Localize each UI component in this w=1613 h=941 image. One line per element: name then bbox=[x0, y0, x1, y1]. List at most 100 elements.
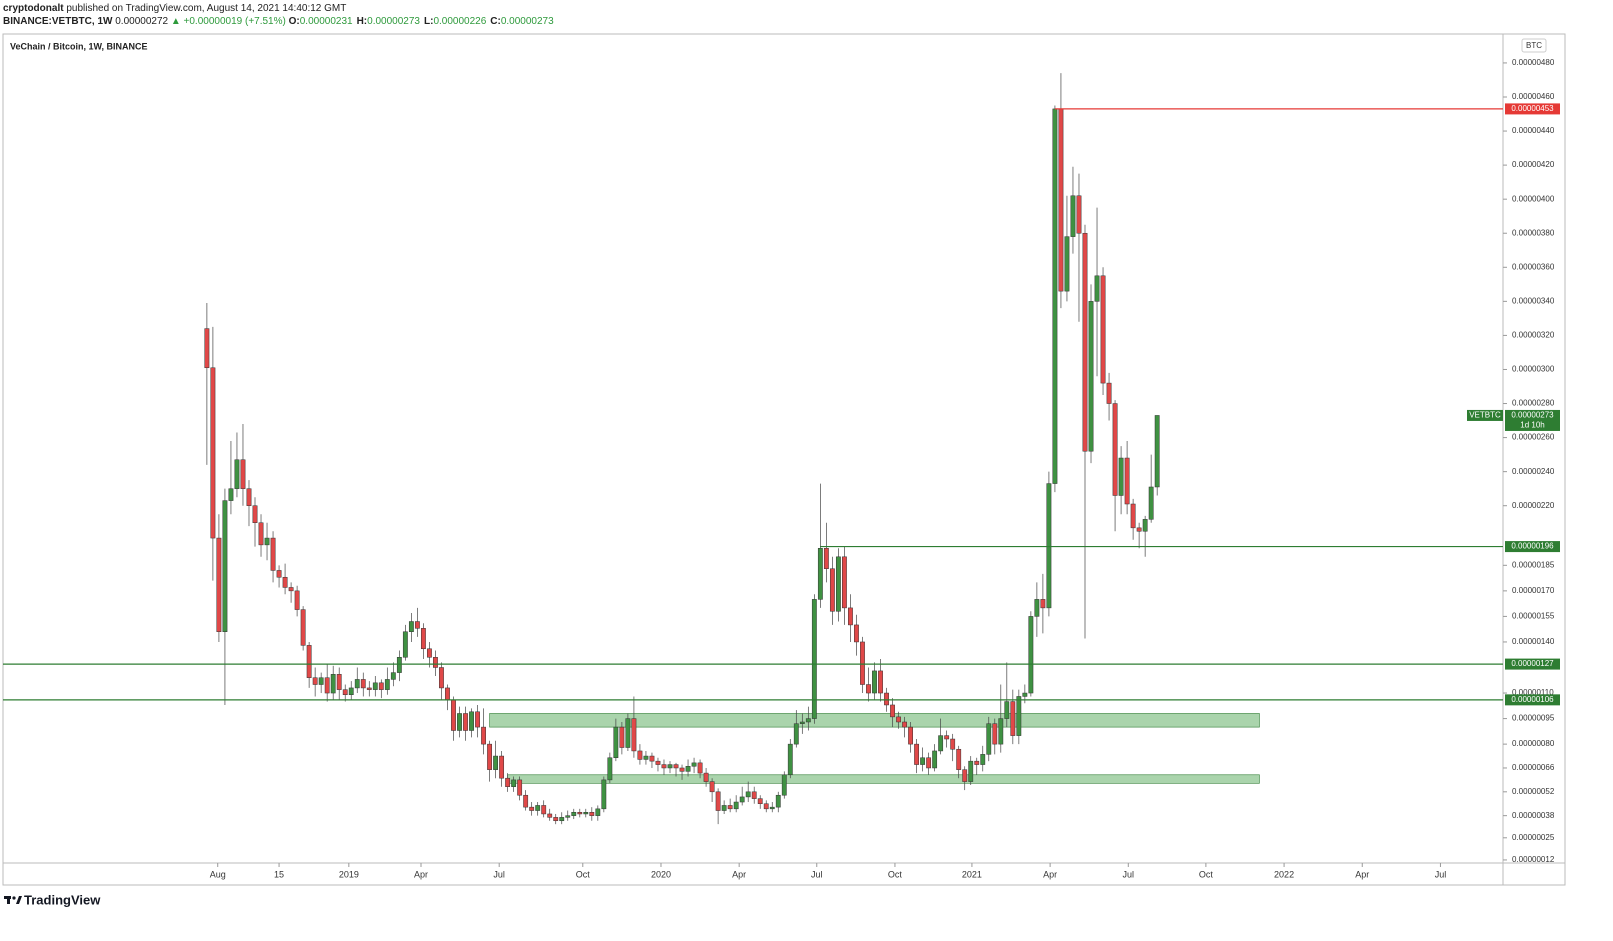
candle-body bbox=[312, 677, 318, 685]
candle-body bbox=[835, 556, 841, 612]
zone bbox=[489, 713, 1260, 728]
price-tag-countdown: 1d 10h bbox=[1520, 421, 1544, 430]
candle-body bbox=[252, 505, 258, 523]
candle-body bbox=[324, 677, 330, 694]
y-tick-label: 0.00000220 bbox=[1512, 501, 1555, 510]
level-label: 0.00000106 bbox=[1511, 695, 1554, 704]
candle-body bbox=[727, 805, 733, 810]
logo-text: TradingView bbox=[24, 892, 101, 907]
change: ▲ +0.00000019 (+7.51%) bbox=[170, 16, 286, 27]
candle-body bbox=[366, 687, 372, 690]
candle-body bbox=[529, 806, 535, 811]
y-tick-label: 0.00000066 bbox=[1512, 763, 1555, 772]
candle-body bbox=[1034, 599, 1040, 617]
candle-body bbox=[890, 704, 895, 718]
candle-body bbox=[523, 794, 529, 808]
level-label: 0.00000453 bbox=[1511, 104, 1554, 113]
candle-body bbox=[926, 757, 932, 769]
candle-body bbox=[884, 692, 889, 706]
candle-body bbox=[517, 779, 523, 796]
x-tick-label: 15 bbox=[274, 869, 284, 879]
y-tick-label: 0.00000110 bbox=[1512, 688, 1554, 697]
candle-body bbox=[944, 735, 950, 740]
logo-mark bbox=[7, 896, 10, 904]
y-tick-label: 0.00000052 bbox=[1512, 787, 1555, 796]
candle-body bbox=[294, 590, 300, 610]
candle-body bbox=[390, 672, 396, 680]
author: cryptodonalt bbox=[3, 3, 64, 14]
candle-body bbox=[475, 711, 480, 728]
candle-body bbox=[1112, 403, 1118, 496]
candle-body bbox=[1016, 696, 1022, 736]
candle-body bbox=[968, 760, 974, 782]
x-tick-label: Jul bbox=[1123, 869, 1135, 879]
x-tick-label: 2020 bbox=[651, 869, 671, 879]
currency-box bbox=[1521, 38, 1547, 53]
candle-body bbox=[799, 721, 805, 724]
candle-body bbox=[956, 748, 962, 770]
candle-body bbox=[908, 726, 913, 745]
candle-body bbox=[396, 657, 402, 673]
last: 0.00000272 bbox=[115, 16, 169, 27]
candle-body bbox=[661, 764, 667, 769]
candle-body bbox=[619, 726, 625, 748]
candle-body bbox=[914, 743, 920, 765]
candle-body bbox=[1118, 457, 1124, 496]
candle-body bbox=[1040, 599, 1046, 609]
candle-body bbox=[1070, 195, 1076, 237]
y-tick-label: 0.00000185 bbox=[1512, 560, 1555, 569]
ohlc-value: 0.00000273 bbox=[367, 16, 420, 27]
candle-body bbox=[854, 624, 859, 643]
candle-body bbox=[246, 488, 252, 506]
y-tick-label: 0.00000380 bbox=[1512, 228, 1555, 237]
candle-body bbox=[938, 735, 944, 752]
candle-body bbox=[463, 713, 468, 731]
candle-body bbox=[998, 718, 1004, 745]
candle-body bbox=[258, 522, 264, 546]
candle-body bbox=[757, 798, 763, 804]
candle-body bbox=[878, 670, 883, 694]
candle-body bbox=[763, 803, 769, 810]
y-tick-label: 0.00000095 bbox=[1512, 714, 1555, 723]
logo-mark bbox=[12, 896, 16, 900]
candle-body bbox=[811, 599, 817, 719]
candle-body bbox=[805, 718, 811, 723]
candle-body bbox=[565, 815, 571, 818]
candle-body bbox=[631, 718, 637, 752]
y-tick-label: 0.00000320 bbox=[1512, 331, 1555, 340]
candle-body bbox=[1154, 415, 1160, 488]
candle-body bbox=[222, 500, 228, 632]
x-tick-label: Oct bbox=[576, 869, 591, 879]
candle-body bbox=[282, 576, 288, 588]
candle-body bbox=[439, 667, 444, 689]
candle-body bbox=[228, 488, 234, 501]
candle-body bbox=[823, 548, 829, 569]
candle-body bbox=[342, 689, 348, 695]
y-tick-label: 0.00000280 bbox=[1512, 399, 1555, 408]
candle-body bbox=[505, 777, 511, 787]
price-tag-symbol-box bbox=[1467, 409, 1503, 421]
x-tick-label: Aug bbox=[210, 869, 226, 879]
level-tag bbox=[1505, 541, 1560, 553]
candle-body bbox=[643, 755, 649, 760]
candle-body bbox=[354, 679, 360, 689]
candle-body bbox=[829, 568, 835, 612]
candle-body bbox=[781, 774, 787, 796]
frame bbox=[2, 33, 1566, 886]
level-label: 0.00000196 bbox=[1511, 542, 1554, 551]
candle-body bbox=[655, 760, 661, 765]
candle-body bbox=[860, 641, 865, 685]
candle-body bbox=[559, 817, 565, 822]
candle-body bbox=[974, 760, 980, 765]
candle-body bbox=[535, 805, 541, 811]
candle-body bbox=[703, 772, 709, 782]
candle-body bbox=[601, 779, 607, 810]
candle-body bbox=[372, 682, 378, 690]
candle-body bbox=[433, 657, 438, 668]
publish-line: cryptodonalt published on TradingView.co… bbox=[3, 2, 558, 15]
published: published on TradingView.com, August 14,… bbox=[66, 3, 347, 14]
y-tick-label: 0.00000460 bbox=[1512, 92, 1555, 101]
price-tag-label: 0.00000273 bbox=[1511, 411, 1554, 420]
candle-body bbox=[1028, 616, 1034, 694]
